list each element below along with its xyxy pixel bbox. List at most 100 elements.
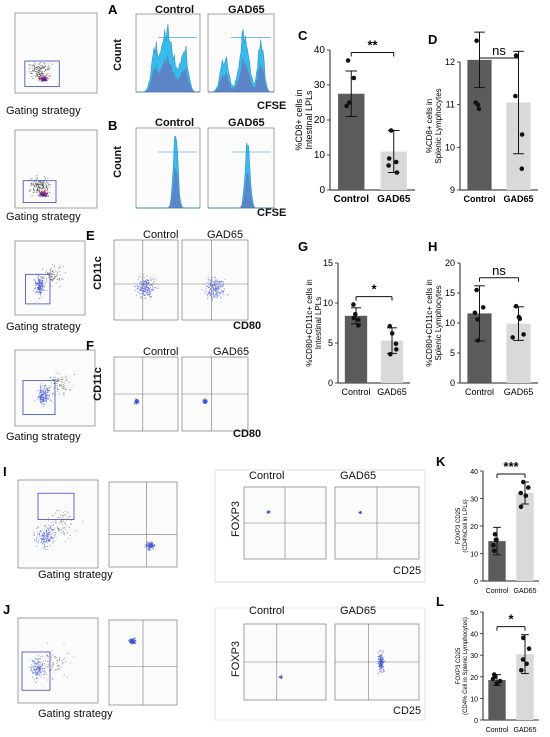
panel-e-control-plot-dot (144, 288, 146, 290)
gating-plot-5-dot (75, 530, 77, 532)
x-tick-label: GAD65 (377, 387, 407, 397)
gating-plot-5-dot (46, 546, 49, 548)
gating-plot-4-dot (58, 393, 60, 395)
panel-e-gad65-plot-dot (217, 292, 219, 294)
panel-e-control-plot-dot (147, 289, 149, 291)
y-tick-label: 15 (445, 288, 455, 298)
gating-plot-5-dot (41, 532, 43, 534)
gating-plot-6-dot (68, 653, 70, 655)
y-tick-label: 0 (474, 579, 478, 586)
panel-e-control-plot-dot (149, 291, 151, 293)
gating-plot-6-dot (30, 668, 32, 670)
gating-plot-6-dot (35, 667, 37, 669)
gating-plot-5-dot (46, 530, 48, 532)
gating-plot-3-dot (41, 276, 43, 278)
gating-plot-6-dot (38, 661, 40, 663)
gating-plot-5-dot (82, 520, 84, 522)
gating-plot-1-dot (29, 71, 31, 73)
gating-plot-4-dot (66, 379, 68, 381)
gating-strategy-label-6: Gating strategy (38, 708, 113, 720)
panel-i-cd4-plot-dot (148, 545, 151, 547)
panel-e-control-plot-dot (143, 293, 145, 295)
gating-plot-1-dot (41, 81, 43, 83)
panel-i-cd4-plot-dot (149, 544, 151, 546)
panel-b-histogram-gad65-frame (207, 127, 275, 209)
gating-plot-1-dot (47, 74, 49, 76)
panel-e-gad65-plot-dot (217, 291, 219, 293)
gating-plot-3-dot (40, 294, 42, 296)
panel-j-gad65-plot-dot (380, 663, 382, 665)
gating-plot-6-dot (62, 662, 64, 664)
gating-plot-4-dot (42, 404, 45, 406)
panel-i-gad65-plot-dot (358, 512, 361, 514)
gating-plot-5-dot (46, 526, 48, 528)
gating-strategy-label-1: Gating strategy (6, 105, 81, 117)
panel-e-control-plot-dot (137, 285, 139, 287)
panel-b-count-label: Count (112, 146, 124, 178)
gating-plot-4-dot (42, 396, 44, 398)
gating-plot-5-dot (51, 528, 53, 530)
gating-plot-4-dot (45, 396, 47, 398)
gating-plot-3-dot (53, 272, 55, 274)
gating-plot-4-dot (48, 396, 50, 398)
gating-plot-4-dot (64, 384, 66, 387)
gating-plot-4-dot (58, 385, 60, 387)
y-axis-label-line: FOXP3 CD25 (456, 647, 462, 684)
gating-plot-2-dot (42, 193, 44, 195)
gating-plot-5-dot (40, 541, 42, 543)
gating-plot-5-dot (59, 521, 62, 523)
panel-b-histogram-control (135, 127, 201, 209)
panel-e-gad65-plot-dot (214, 284, 216, 286)
panel-j-cd4-plot-dot (134, 637, 136, 639)
panel-e-control-plot-dot (134, 286, 136, 288)
gating-plot-2-dot (43, 182, 45, 184)
gating-plot-6-dot (60, 667, 62, 669)
gating-plot-5-dot (65, 528, 67, 530)
gating-plot-1-dot (29, 68, 31, 70)
gating-plot-6-dot (33, 662, 35, 664)
gating-plot-2-dot (36, 189, 39, 191)
panel-e-gad65-plot-dot (217, 295, 219, 298)
panel-e-control-plot-dot (144, 277, 146, 279)
panel-e-control-plot-dot (144, 291, 146, 293)
gating-plot-4-dot (43, 388, 45, 390)
panel-f-cd11c-label: CD11c (92, 367, 104, 401)
panel-i-flow-box (214, 469, 426, 583)
gating-plot-3-dot (56, 272, 58, 274)
gating-plot-6-dot (34, 663, 36, 665)
gating-plot-4-dot (49, 395, 51, 397)
gating-plot-4-dot (40, 389, 42, 391)
gating-plot-5-dot (47, 537, 49, 539)
gating-plot-6-dot (37, 671, 39, 673)
panel-e-gad65-plot-dot (208, 292, 210, 294)
gating-plot-6-dot (32, 676, 34, 678)
gating-plot-5-dot (43, 525, 45, 527)
gating-plot-2-dot (33, 185, 35, 187)
data-point (394, 347, 399, 352)
gating-plot-6-gate (21, 651, 51, 691)
y-tick-label: 0 (450, 378, 455, 388)
gating-plot-5-dot (47, 533, 49, 536)
gating-plot-1-dot (39, 66, 41, 68)
gating-plot-6-dot (34, 666, 36, 668)
gating-plot-1-dot (38, 79, 40, 81)
panel-e-gad65-plot-dot (212, 292, 215, 294)
gating-plot-5-dot (36, 534, 39, 536)
panel-b-gad65-title: GAD65 (228, 117, 265, 129)
gating-plot-5-dot (46, 535, 48, 537)
gating-plot-5-dot (63, 522, 65, 524)
panel-i-cd4-plot-dot (150, 546, 152, 548)
y-axis-label-line: Splenic Lymphocytes (434, 88, 443, 163)
gating-plot-4-dot (45, 391, 47, 393)
gating-plot-2-dot (35, 191, 38, 193)
gating-plot-4-dot (68, 382, 70, 384)
gating-plot-2-dot (47, 191, 49, 194)
panel-j-gad65-plot-dot (379, 657, 381, 659)
gating-plot-5-dot (64, 522, 66, 524)
gating-plot-3-dot (47, 277, 49, 279)
gating-plot-5-dot (47, 549, 49, 551)
gating-plot-5-gate (37, 492, 75, 521)
gating-plot-6-dot (62, 663, 64, 665)
static-layer (14, 12, 426, 721)
gating-plot-3-dot (55, 282, 57, 284)
